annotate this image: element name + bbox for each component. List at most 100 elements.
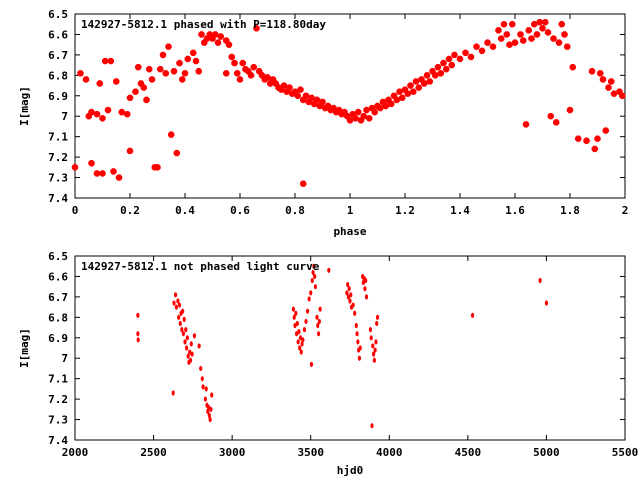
unphased-data-point: [210, 392, 214, 398]
phased-x-tick-label: 1: [347, 204, 354, 217]
unphased-data-point: [309, 361, 314, 367]
phased-data-point: [553, 119, 560, 126]
phased-data-point: [300, 180, 307, 187]
phased-data-point: [608, 78, 615, 85]
unphased-x-tick-label: 2500: [140, 446, 167, 459]
unphased-data-point: [294, 331, 299, 337]
unphased-data-point: [177, 302, 182, 308]
phased-data-point: [489, 43, 497, 50]
unphased-data-point: [375, 314, 380, 320]
phased-x-tick-label: 0.6: [230, 204, 250, 217]
unphased-data-point: [201, 384, 205, 390]
phased-data-point: [536, 18, 543, 26]
phased-data-point: [247, 72, 255, 79]
unphased-data-point: [181, 308, 185, 314]
phased-data-point: [176, 59, 183, 67]
unphased-data-point: [364, 277, 368, 284]
unphased-data-point: [136, 331, 140, 337]
phased-data-point: [569, 63, 576, 71]
unphased-data-point: [309, 290, 313, 296]
unphased-y-tick-label: 6.5: [48, 250, 68, 263]
unphased-data-point: [171, 390, 175, 396]
phased-data-point: [195, 68, 202, 75]
phased-data-point: [451, 51, 458, 59]
unphased-data-point: [197, 343, 201, 349]
phased-data-point: [148, 76, 156, 83]
phased-data-point: [286, 84, 293, 91]
phased-x-tick-label: 1.2: [395, 204, 415, 217]
phased-y-tick-label: 7.4: [48, 192, 68, 205]
phased-data-point: [190, 49, 197, 57]
phased-data-point: [124, 110, 131, 118]
phased-data-point: [118, 108, 125, 116]
phased-y-tick-label: 6.5: [48, 8, 68, 21]
phased-x-tick-label: 0: [72, 204, 79, 217]
phased-data-point: [448, 61, 455, 69]
phased-data-point: [456, 55, 464, 63]
phased-data-point: [443, 66, 450, 73]
unphased-data-point: [174, 304, 178, 310]
phased-data-point: [605, 84, 612, 91]
unphased-data-point: [470, 312, 475, 318]
unphased-data-point: [298, 345, 302, 351]
unphased-data-point: [208, 416, 212, 423]
unphased-data-point: [172, 300, 176, 306]
phased-y-tick-label: 6.7: [48, 49, 68, 62]
phased-data-point: [135, 63, 142, 71]
phased-data-point: [71, 164, 79, 171]
phased-data-point: [561, 31, 568, 38]
unphased-y-tick-label: 7.4: [48, 434, 68, 447]
unphased-data-point: [313, 284, 318, 290]
phased-data-point: [212, 31, 219, 38]
phased-data-point: [467, 53, 475, 61]
phased-x-tick-label: 0.8: [285, 204, 305, 217]
unphased-data-point: [361, 279, 365, 286]
phased-data-point: [107, 57, 114, 65]
unphased-data-point: [185, 335, 189, 341]
unphased-data-point: [291, 306, 296, 312]
phased-data-point: [619, 92, 626, 99]
phased-data-point: [99, 170, 106, 177]
unphased-data-point: [184, 327, 188, 333]
unphased-data-point: [207, 412, 211, 419]
phased-data-point: [88, 160, 95, 167]
phased-data-point: [388, 100, 395, 108]
phased-data-point: [294, 92, 301, 99]
unphased-data-point: [305, 308, 310, 314]
phased-data-point: [533, 31, 541, 38]
phased-data-point: [602, 127, 609, 134]
phased-data-point: [599, 76, 607, 83]
phased-data-point: [170, 68, 178, 75]
unphased-data-point: [173, 292, 178, 298]
phased-data-point: [102, 57, 109, 65]
unphased-data-point: [371, 351, 376, 357]
phased-data-point: [404, 90, 411, 97]
unphased-data-point: [177, 314, 181, 320]
unphased-data-point: [369, 335, 373, 341]
phased-data-point: [445, 55, 453, 63]
unphased-data-point: [370, 423, 374, 429]
phased-data-point: [478, 47, 486, 54]
unphased-y-tick-label: 7.2: [48, 393, 68, 406]
phased-data-point: [93, 110, 101, 118]
phased-data-point: [159, 51, 167, 59]
phased-data-point: [542, 18, 549, 26]
unphased-data-point: [311, 269, 315, 275]
unphased-data-point: [299, 349, 303, 355]
unphased-axis-ticks: 2000 2500 3000 3500 4000 4500 5000 5500 6.5 6.6 6.…: [48, 250, 638, 459]
phased-data-point: [434, 63, 442, 71]
phased-data-point: [198, 31, 205, 38]
unphased-data-point: [206, 404, 211, 410]
unphased-data-point: [192, 333, 197, 339]
phased-data-point: [500, 21, 508, 28]
unphased-data-point: [317, 318, 321, 325]
unphased-data-point: [190, 351, 194, 357]
phased-data-point: [104, 106, 112, 114]
phased-data-point: [113, 78, 120, 85]
phased-y-tick-label: 6.9: [48, 90, 68, 103]
phased-data-point: [575, 135, 582, 142]
unphased-data-point: [188, 357, 193, 363]
unphased-data-point: [316, 322, 320, 329]
unphased-data-point: [316, 331, 321, 337]
